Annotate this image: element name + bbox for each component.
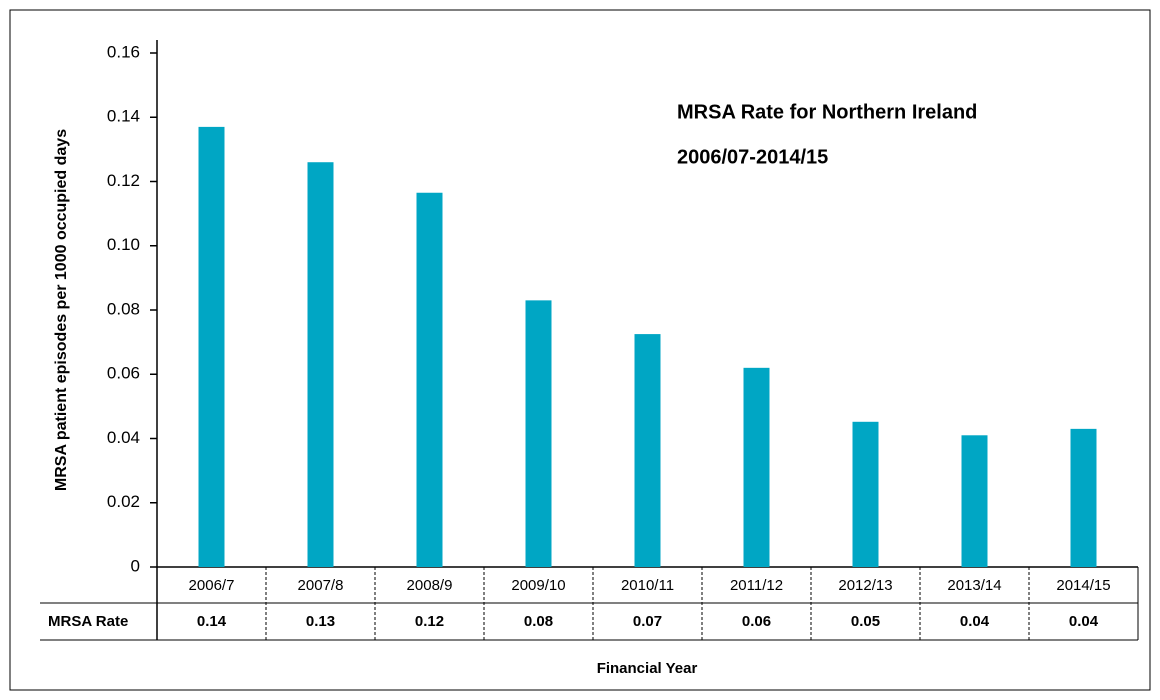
bar [198, 126, 225, 567]
table-value: 0.04 [1069, 613, 1099, 630]
y-tick-label: 0.16 [107, 42, 140, 61]
x-tick-label: 2007/8 [298, 577, 344, 594]
y-axis-label: MRSA patient episodes per 1000 occupied … [53, 129, 70, 491]
table-value: 0.08 [524, 613, 553, 630]
table-value: 0.04 [960, 613, 990, 630]
y-tick-label: 0.12 [107, 171, 140, 190]
bar [852, 421, 879, 567]
x-tick-label: 2009/10 [511, 577, 565, 594]
table-value: 0.07 [633, 613, 662, 630]
chart-subtitle: 2006/07-2014/15 [677, 146, 828, 168]
y-tick-label: 0.08 [107, 299, 140, 318]
y-tick-label: 0.10 [107, 235, 140, 254]
bar [307, 162, 334, 567]
x-axis-label: Financial Year [597, 660, 698, 677]
bar [634, 334, 661, 567]
bar [743, 367, 770, 567]
x-tick-label: 2006/7 [189, 577, 235, 594]
table-row-label: MRSA Rate [48, 613, 128, 630]
table-value: 0.12 [415, 613, 444, 630]
bar [1070, 428, 1097, 567]
x-tick-label: 2013/14 [947, 577, 1001, 594]
bar [961, 435, 988, 567]
x-tick-label: 2011/12 [730, 577, 783, 594]
y-tick-label: 0.02 [107, 492, 140, 511]
bar [525, 300, 552, 567]
table-value: 0.14 [197, 613, 227, 630]
bar [416, 192, 443, 567]
x-tick-label: 2012/13 [838, 577, 892, 594]
chart-title: MRSA Rate for Northern Ireland [677, 101, 977, 123]
table-value: 0.06 [742, 613, 771, 630]
y-tick-label: 0.06 [107, 364, 140, 383]
x-tick-label: 2010/11 [621, 577, 674, 594]
y-tick-label: 0 [131, 556, 140, 575]
x-tick-label: 2014/15 [1056, 577, 1110, 594]
y-tick-label: 0.14 [107, 107, 140, 126]
frame [9, 9, 1151, 691]
table-value: 0.05 [851, 613, 880, 630]
y-tick-label: 0.04 [107, 428, 140, 447]
x-tick-label: 2008/9 [407, 577, 453, 594]
table-value: 0.13 [306, 613, 335, 630]
